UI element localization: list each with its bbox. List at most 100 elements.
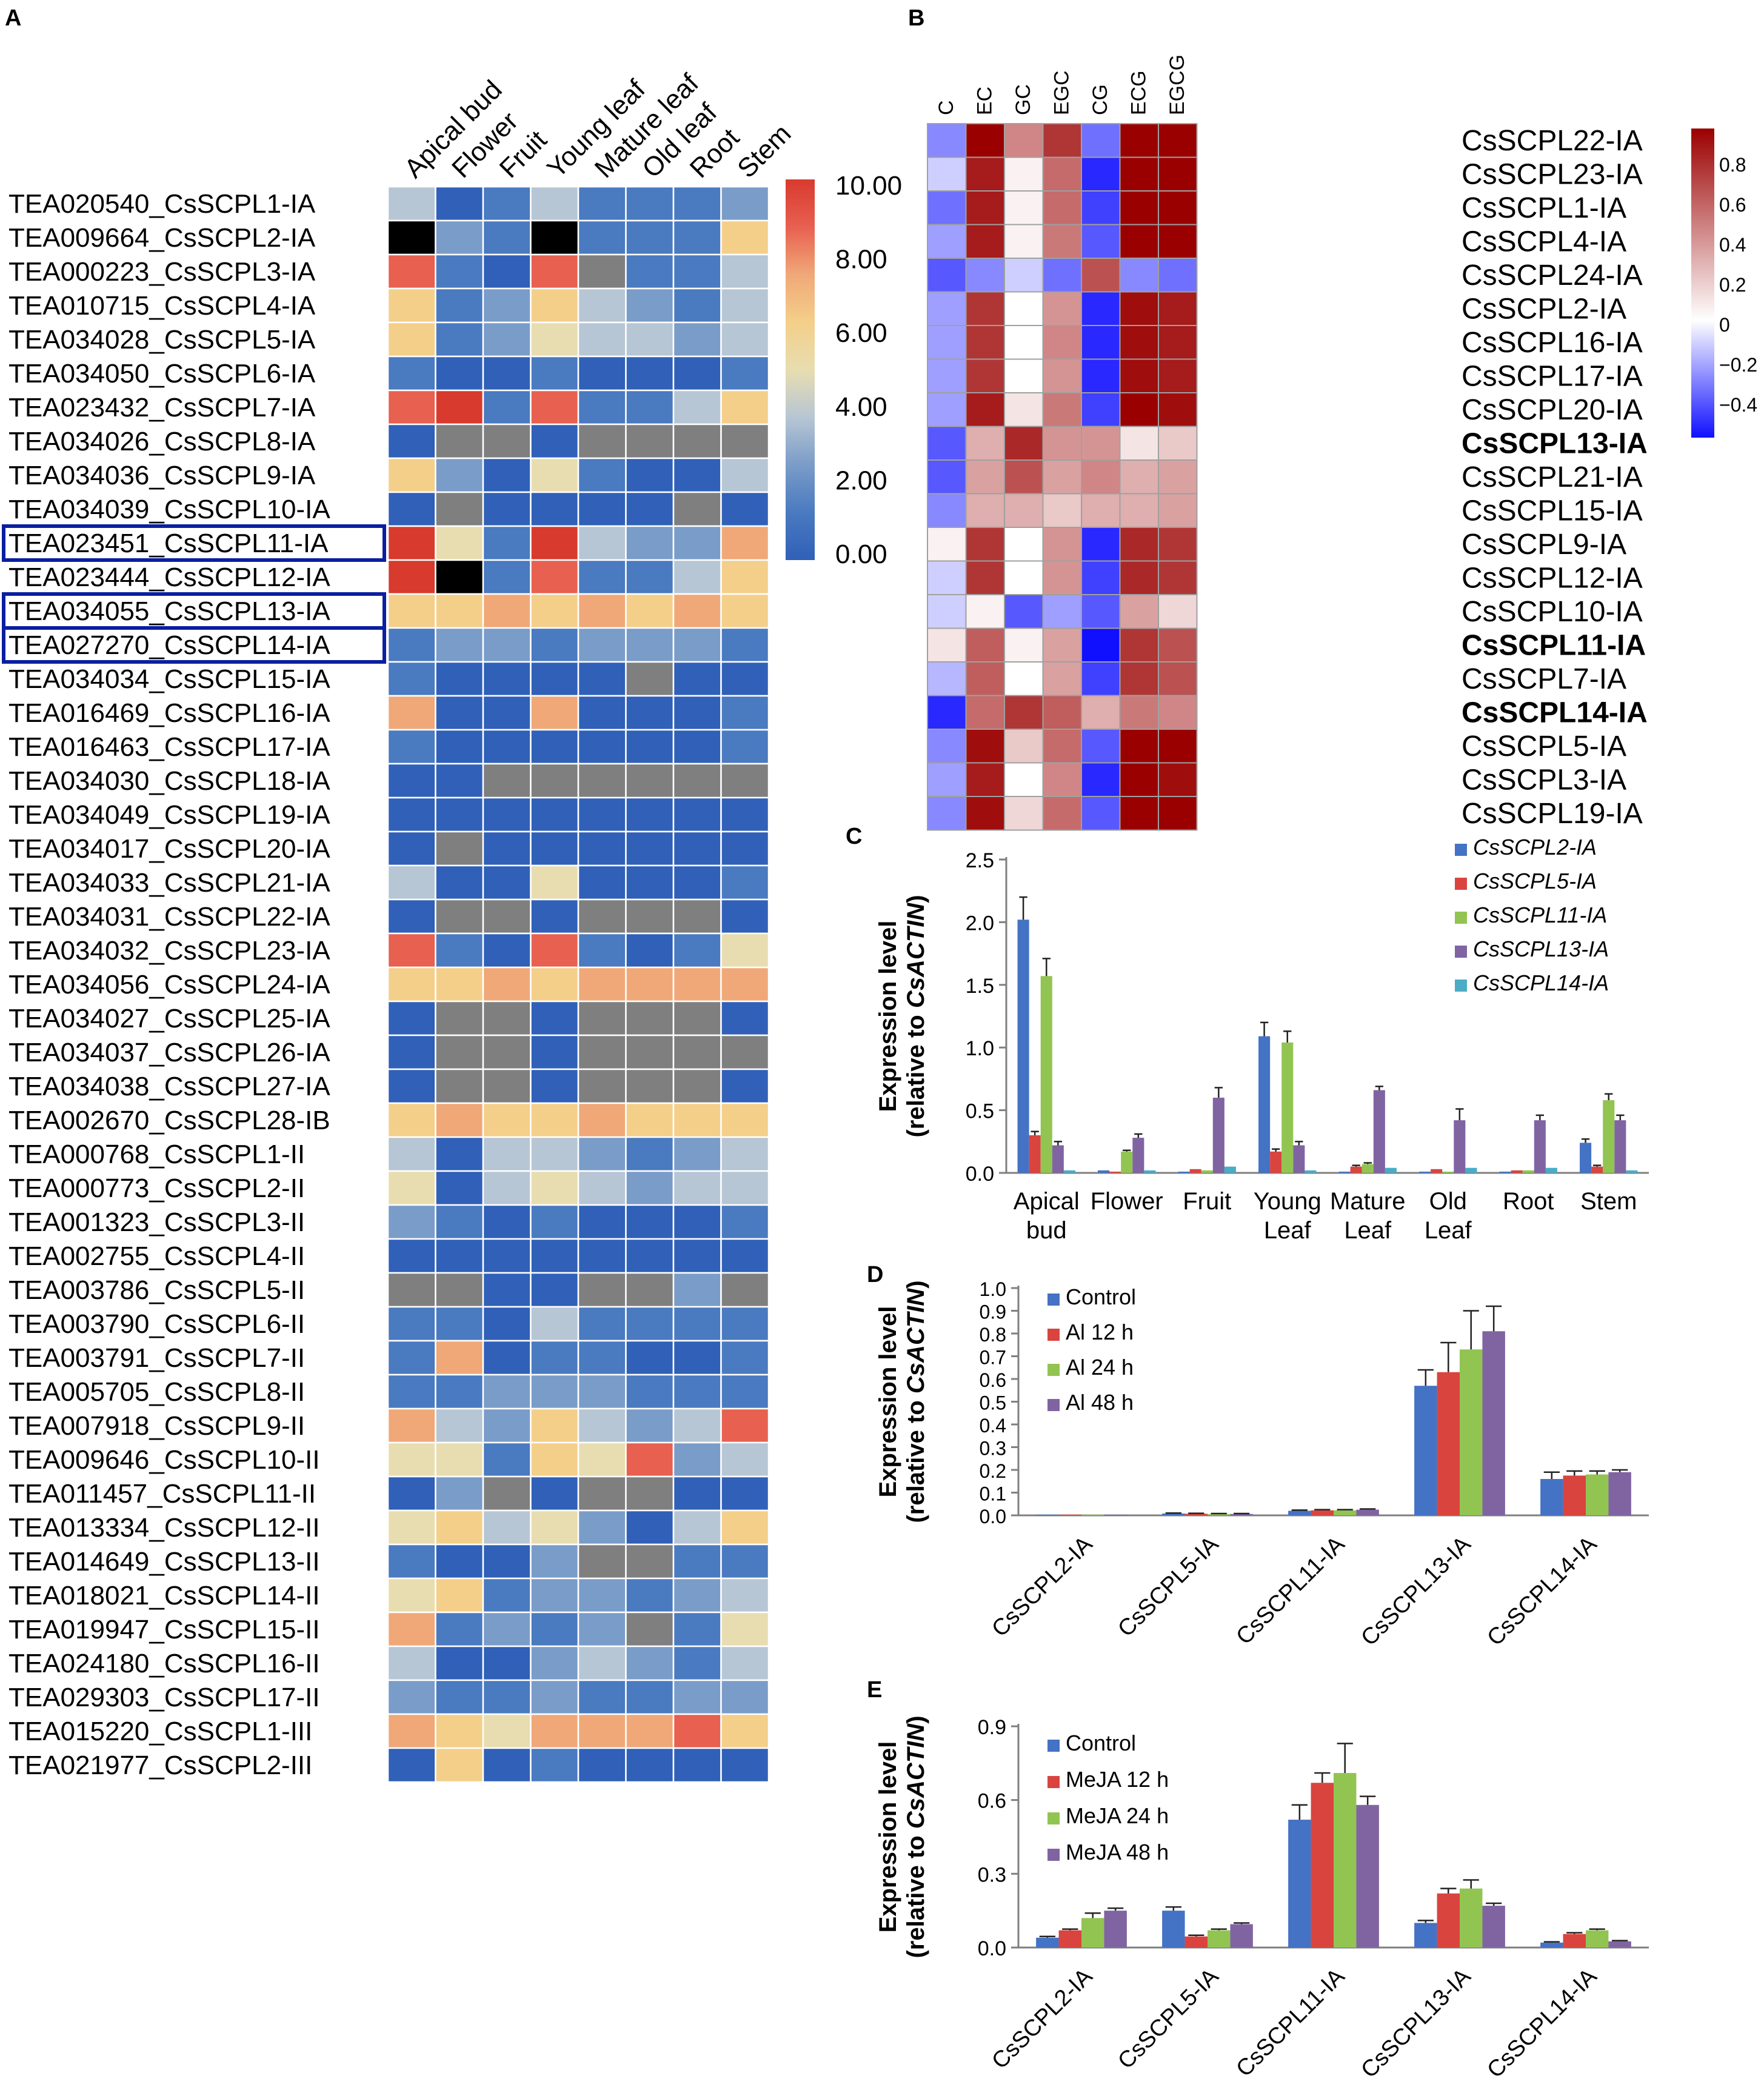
heat-cell-tea010715-csscpl4-ia-root (672, 287, 722, 324)
bar-flower-csscpl14-ia (1144, 1170, 1156, 1173)
row-label-tea034056-csscpl24-ia: TEA034056_CsSCPL24-IA (8, 970, 330, 1000)
heat-cell-tea003786-csscpl5-ii-apical-bud (387, 1272, 436, 1308)
heat-cell-tea034038-csscpl27-ia-root (672, 1068, 722, 1104)
colorbar-tick-label: 6.00 (835, 318, 887, 348)
heat-cell-tea027270-csscpl14-ia-apical-bud (387, 627, 436, 663)
column-label-egcg: EGCG (1166, 55, 1189, 115)
heat-cell-tea002670-csscpl28-ib-fruit (482, 1102, 532, 1138)
heat-cell-tea019947-csscpl15-ii-root (672, 1611, 722, 1647)
x-tick-label-stem: Stem (1580, 1188, 1637, 1215)
heat-cell-tea000773-csscpl2-ii-flower (435, 1170, 484, 1206)
corr-cell-csscpl14-ia-ecg (1119, 695, 1159, 730)
heat-cell-tea019947-csscpl15-ii-old-leaf (625, 1611, 675, 1647)
corr-cell-csscpl19-ia-egc (1042, 796, 1082, 831)
bar-csscpl14-ia-al-48-h (1608, 1472, 1631, 1515)
corr-cell-csscpl1-ia-ec (965, 190, 1005, 225)
heat-cell-tea034028-csscpl5-ia-flower (435, 321, 484, 358)
x-tick-label-young-leaf: Young (1254, 1188, 1321, 1215)
heat-cell-tea034031-csscpl22-ia-flower (435, 898, 484, 935)
y-axis-label-gene: CsACTIN (903, 1288, 929, 1394)
heat-cell-tea024180-csscpl16-ii-fruit (482, 1645, 532, 1681)
corr-cell-csscpl16-ia-egc (1042, 325, 1082, 360)
colorbar-tick-label: 10.00 (835, 171, 902, 201)
heat-cell-tea016469-csscpl16-ia-apical-bud (387, 695, 436, 731)
heat-cell-tea016469-csscpl16-ia-flower (435, 695, 484, 731)
heat-cell-tea003786-csscpl5-ii-fruit (482, 1272, 532, 1308)
heat-cell-tea034055-csscpl13-ia-fruit (482, 593, 532, 629)
heat-cell-tea015220-csscpl1-iii-young-leaf (530, 1713, 580, 1749)
heat-cell-tea034036-csscpl9-ia-old-leaf (625, 457, 675, 493)
heat-cell-tea000223-csscpl3-ia-fruit (482, 253, 532, 290)
heat-cell-tea001323-csscpl3-ii-stem (720, 1204, 770, 1240)
corr-cell-csscpl22-ia-egcg (1158, 123, 1198, 158)
row-label-csscpl23-ia: CsSCPL23-IA (1462, 159, 1643, 191)
heat-cell-tea034030-csscpl18-ia-young-leaf (530, 763, 580, 799)
corr-cell-csscpl24-ia-c (927, 258, 967, 293)
corr-cell-csscpl7-ia-egcg (1158, 661, 1198, 696)
legend-label-csscpl11-ia: CsSCPL11-IA (1473, 903, 1607, 927)
heat-cell-tea003786-csscpl5-ii-old-leaf (625, 1272, 675, 1308)
heat-cell-tea034050-csscpl6-ia-stem (720, 355, 770, 392)
heat-cell-tea034039-csscpl10-ia-young-leaf (530, 491, 580, 527)
heat-cell-tea034034-csscpl15-ia-stem (720, 661, 770, 697)
corr-cell-csscpl2-ia-ec (965, 291, 1005, 326)
heat-cell-tea034033-csscpl21-ia-young-leaf (530, 864, 580, 901)
row-label-csscpl7-ia: CsSCPL7-IA (1462, 663, 1626, 695)
heat-cell-tea034026-csscpl8-ia-flower (435, 423, 484, 459)
heat-cell-tea034033-csscpl21-ia-old-leaf (625, 864, 675, 901)
x-tick-label-fruit: Fruit (1183, 1188, 1231, 1215)
heat-cell-tea034028-csscpl5-ia-fruit (482, 321, 532, 358)
corr-cell-csscpl19-ia-ec (965, 796, 1005, 831)
bar-mature-leaf-csscpl5-ia (1350, 1166, 1362, 1173)
heat-cell-tea016469-csscpl16-ia-old-leaf (625, 695, 675, 731)
y-axis-label-suffix: ) (903, 1715, 929, 1723)
row-label-tea011457-csscpl11-ii: TEA011457_CsSCPL11-II (8, 1479, 316, 1509)
bar-csscpl2-ia-meja-48-h (1104, 1911, 1127, 1948)
heat-cell-tea034033-csscpl21-ia-stem (720, 864, 770, 901)
corr-cell-csscpl11-ia-ec (965, 627, 1005, 663)
heat-cell-tea003790-csscpl6-ii-mature-leaf (577, 1306, 627, 1342)
heat-cell-tea029303-csscpl17-ii-flower (435, 1679, 484, 1715)
heat-cell-tea007918-csscpl9-ii-young-leaf (530, 1407, 580, 1444)
corr-cell-csscpl9-ia-ec (965, 527, 1005, 562)
heat-cell-tea019947-csscpl15-ii-stem (720, 1611, 770, 1647)
corr-cell-csscpl10-ia-egcg (1158, 594, 1198, 629)
row-label-csscpl13-ia: CsSCPL13-IA (1462, 428, 1648, 460)
heat-cell-tea011457-csscpl11-ii-root (672, 1475, 722, 1512)
row-label-tea021977-csscpl2-iii: TEA021977_CsSCPL2-III (8, 1751, 312, 1780)
heat-cell-tea003790-csscpl6-ii-apical-bud (387, 1306, 436, 1342)
heat-cell-tea002755-csscpl4-ii-root (672, 1238, 722, 1274)
bar-csscpl5-ia-al-12-h (1184, 1514, 1208, 1515)
y-tick-label: 0.1 (980, 1483, 1006, 1505)
heat-cell-tea019947-csscpl15-ii-flower (435, 1611, 484, 1647)
row-label-tea003786-csscpl5-ii: TEA003786_CsSCPL5-II (8, 1275, 305, 1305)
heat-cell-tea018021-csscpl14-ii-young-leaf (530, 1577, 580, 1614)
corr-cell-csscpl4-ia-gc (1004, 224, 1044, 259)
corr-cell-csscpl15-ia-egcg (1158, 493, 1198, 528)
corr-cell-csscpl19-ia-gc (1004, 796, 1044, 831)
corr-cell-csscpl14-ia-egcg (1158, 695, 1198, 730)
heat-cell-tea034033-csscpl21-ia-root (672, 864, 722, 901)
heat-cell-tea034017-csscpl20-ia-young-leaf (530, 830, 580, 867)
heat-cell-tea034055-csscpl13-ia-mature-leaf (577, 593, 627, 629)
heat-cell-tea002670-csscpl28-ib-mature-leaf (577, 1102, 627, 1138)
bar-stem-csscpl5-ia (1591, 1166, 1603, 1173)
heat-cell-tea007918-csscpl9-ii-apical-bud (387, 1407, 436, 1444)
bar-csscpl14-ia-meja-24-h (1586, 1930, 1609, 1948)
row-label-csscpl22-ia: CsSCPL22-IA (1462, 125, 1643, 157)
x-tick-label-line2-mature-leaf: Leaf (1344, 1217, 1392, 1244)
y-tick-label: 0.9 (980, 1301, 1006, 1323)
heat-cell-tea021977-csscpl2-iii-young-leaf (530, 1747, 580, 1783)
bar-csscpl2-ia-meja-24-h (1081, 1918, 1104, 1948)
heat-cell-tea034027-csscpl25-ia-stem (720, 1000, 770, 1036)
heat-cell-tea034034-csscpl15-ia-apical-bud (387, 661, 436, 697)
bar-csscpl11-ia-meja-12-h (1311, 1783, 1334, 1948)
heat-cell-tea024180-csscpl16-ii-old-leaf (625, 1645, 675, 1681)
heat-cell-tea000223-csscpl3-ia-old-leaf (625, 253, 675, 290)
corr-cell-csscpl5-ia-egcg (1158, 729, 1198, 764)
row-label-tea009646-csscpl10-ii: TEA009646_CsSCPL10-II (8, 1445, 320, 1475)
heat-cell-tea009664-csscpl2-ia-stem (720, 219, 770, 256)
heat-cell-tea023444-csscpl12-ia-apical-bud (387, 559, 436, 595)
heat-cell-tea002670-csscpl28-ib-flower (435, 1102, 484, 1138)
